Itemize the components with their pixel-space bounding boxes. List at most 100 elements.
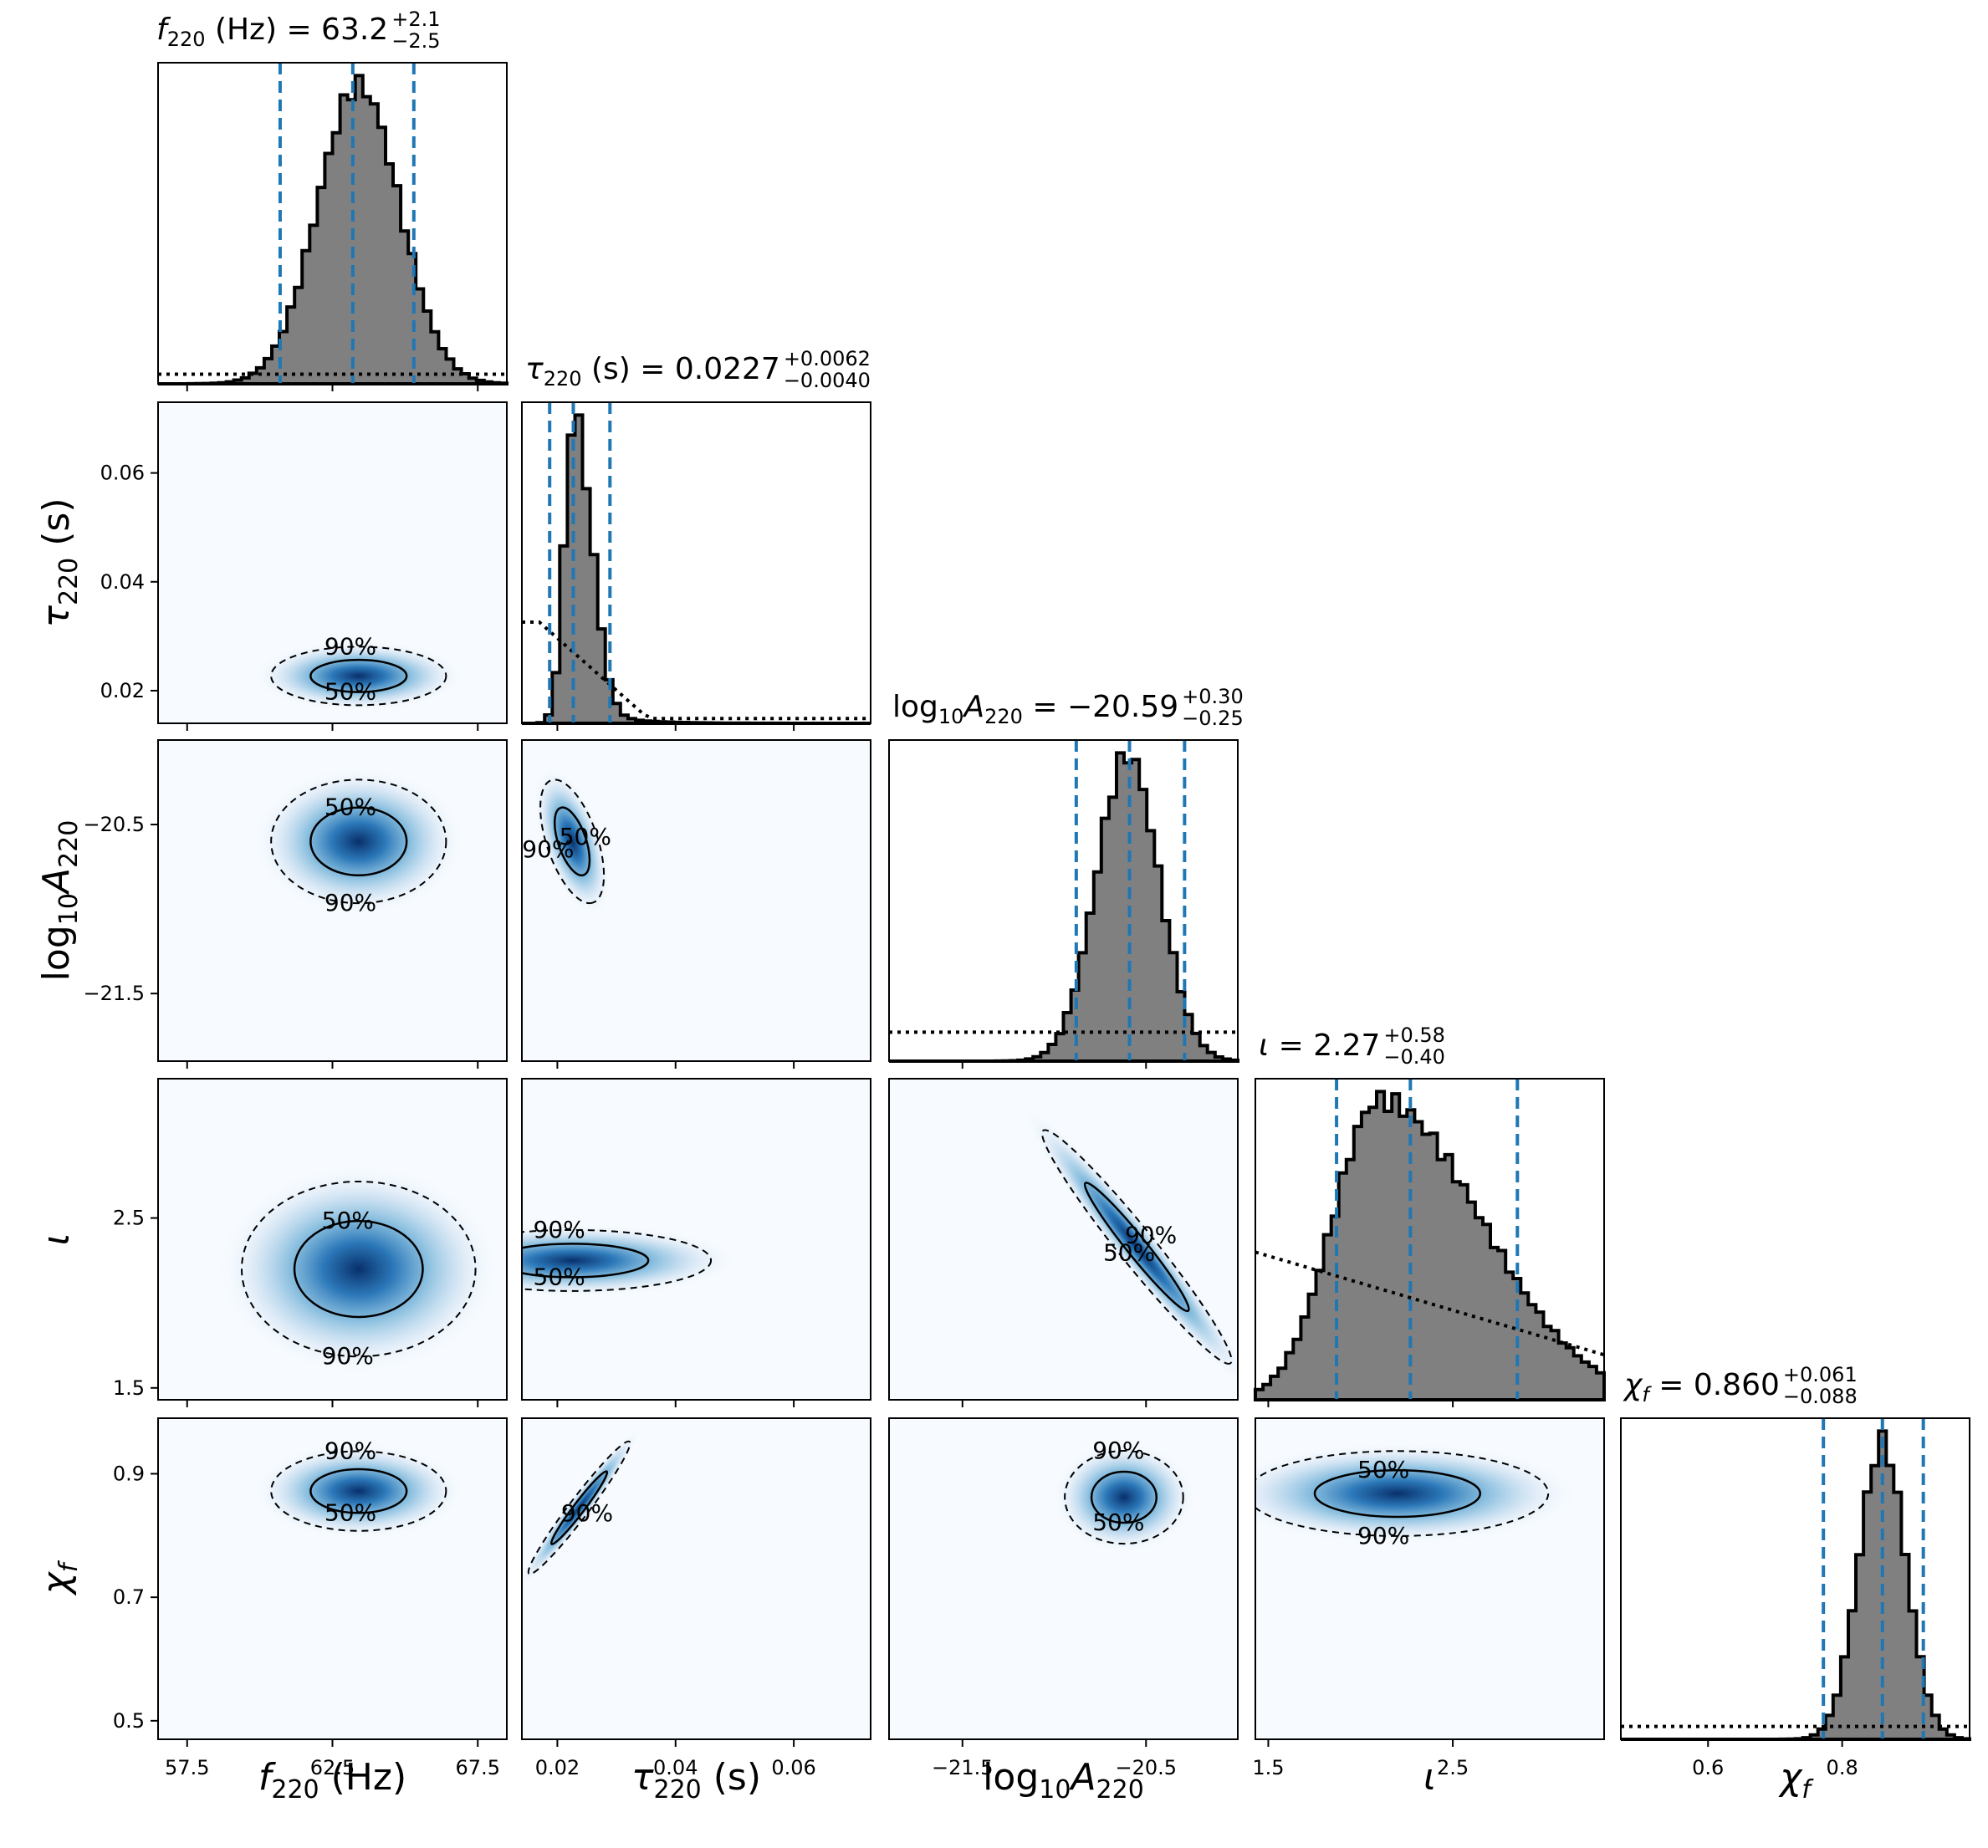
- title-plus-f220: +2.1: [391, 8, 440, 31]
- contour-90: [1041, 1129, 1233, 1365]
- panel-frame: [521, 1417, 871, 1740]
- contour-label: 50%: [325, 794, 376, 821]
- label-symbol2: A: [1068, 1756, 1096, 1799]
- panel-frame: [1620, 1417, 1970, 1740]
- panel-frame: [521, 739, 871, 1062]
- title-subscript: 220: [544, 367, 582, 391]
- label-subscript: f: [54, 1560, 84, 1572]
- title-value: = 2.27: [1269, 1029, 1380, 1063]
- title-symbol2: A: [962, 690, 984, 724]
- x-axis-label-logA220: log10A220: [983, 1756, 1144, 1805]
- density-group: [253, 766, 465, 916]
- contour-90: [240, 1180, 477, 1358]
- label-subscript: 220: [271, 1775, 319, 1805]
- contour-90: [1064, 1449, 1184, 1545]
- label-symbol: χ: [1778, 1756, 1803, 1799]
- title-value: (Hz) = 63.2: [206, 13, 389, 47]
- label-symbol: ι: [35, 1233, 78, 1246]
- contour-label: 90%: [522, 835, 574, 863]
- density-group: [1022, 1105, 1238, 1389]
- contour-50: [293, 1219, 424, 1319]
- density-group: [522, 1223, 740, 1298]
- title-subscript: 10: [938, 705, 964, 728]
- density-panel-tau220-logA220: 50%90%: [521, 739, 871, 1062]
- title-subscript: 220: [167, 28, 206, 51]
- title-symbol: ι: [1259, 1029, 1269, 1063]
- prior-line-iota: [1255, 1250, 1605, 1357]
- histogram-iota: [1254, 1090, 1606, 1401]
- density-group: [522, 1427, 641, 1589]
- contour-label: 50%: [322, 1207, 374, 1234]
- contour-label: 50%: [534, 1263, 585, 1290]
- title-symbol: χ: [1623, 1368, 1643, 1402]
- x-axis-label-iota: ι: [1423, 1756, 1436, 1799]
- density-blob: [1022, 1105, 1238, 1389]
- density-panel-f220-iota: 50% 90%: [157, 1078, 508, 1401]
- panel-title-logA220: log10A220 = −20.59: [892, 690, 1178, 728]
- contour-label: 90%: [322, 1342, 374, 1370]
- density-blob: [253, 766, 465, 916]
- y-tick-label-tau220: 0.06: [100, 462, 145, 485]
- title-minus-tau220: −0.0040: [784, 369, 871, 392]
- x-tick-label-logA220: −20.5: [1115, 1756, 1177, 1779]
- y-tick-label-logA220: −21.5: [83, 982, 145, 1005]
- diag-panel-iota: ι = 2.27 +0.58−0.40: [1254, 1024, 1606, 1401]
- density-group: [217, 1163, 500, 1376]
- diag-panel-logA220: log10A220 = −20.59 +0.30−0.25: [888, 685, 1244, 1063]
- contour-50: [309, 658, 408, 693]
- x-tick-label-logA220: −21.5: [932, 1756, 994, 1779]
- label-symbol: χ: [35, 1570, 78, 1595]
- contour-50: [1313, 1468, 1482, 1519]
- contour-90: [539, 779, 606, 905]
- y-tick-label-iota: 1.5: [113, 1376, 145, 1400]
- contour-label: 90%: [1357, 1522, 1409, 1549]
- panel-frame: [521, 1078, 871, 1401]
- contour-50: [549, 1470, 609, 1545]
- title-minus-logA220: −0.25: [1182, 707, 1244, 730]
- density-blob: [522, 1427, 641, 1589]
- label-unit: (Hz): [319, 1756, 407, 1799]
- label-symbol: log: [35, 925, 78, 981]
- density-blob: [1052, 1441, 1196, 1554]
- label-subscript: 10: [1039, 1775, 1071, 1805]
- y-axis-label-logA220: log10A220: [35, 820, 84, 982]
- contour-50: [309, 1468, 408, 1514]
- x-tick-label-f220: 67.5: [456, 1756, 500, 1779]
- label-subscript2: 220: [1096, 1775, 1144, 1805]
- contour-label: 90%: [325, 1437, 376, 1465]
- density-background: [889, 1079, 1238, 1400]
- x-tick-label-iota: 1.5: [1252, 1756, 1284, 1779]
- x-tick-label-iota: 2.5: [1437, 1756, 1469, 1779]
- contour-label: 50%: [1103, 1239, 1155, 1267]
- x-tick-label-chif: 0.6: [1692, 1756, 1724, 1779]
- density-panel-f220-logA220: 50% 90%: [157, 739, 508, 1062]
- density-group: [253, 1442, 465, 1539]
- panel-frame: [521, 401, 871, 724]
- density-group: [253, 641, 465, 712]
- y-axis-label-iota: ι: [35, 1233, 78, 1246]
- x-tick-label-tau220: 0.04: [653, 1756, 698, 1779]
- title-plus-tau220: +0.0062: [784, 347, 871, 370]
- x-axis-label-f220: f220 (Hz): [258, 1756, 406, 1805]
- y-tick-label-logA220: −20.5: [83, 813, 145, 836]
- y-tick-label-chif: 0.7: [113, 1585, 145, 1609]
- panel-frame: [888, 739, 1239, 1062]
- density-panel-f220-chif: 90% 50%: [157, 1417, 508, 1740]
- contour-90: [522, 1228, 713, 1292]
- y-tick-label-iota: 2.5: [113, 1207, 145, 1230]
- title-symbol: log: [892, 690, 938, 724]
- panel-title-iota: ι = 2.27: [1259, 1029, 1380, 1063]
- contour-label: 90%: [1092, 1437, 1144, 1464]
- x-tick-label-tau220: 0.06: [771, 1756, 815, 1779]
- title-plus-chif: +0.061: [1783, 1363, 1858, 1386]
- histogram-f220: [158, 74, 508, 385]
- title-minus-chif: −0.088: [1783, 1385, 1858, 1408]
- contour-90: [270, 1450, 447, 1532]
- density-panel-f220-tau220: 90% 50%: [157, 401, 508, 724]
- title-value: = 0.860: [1649, 1368, 1780, 1402]
- density-panel-logA220-iota: 90%50%: [888, 1078, 1239, 1401]
- title-value: (s) = 0.0227: [582, 352, 780, 386]
- contour-label: 50%: [1092, 1509, 1144, 1536]
- density-blob: [1255, 1442, 1580, 1545]
